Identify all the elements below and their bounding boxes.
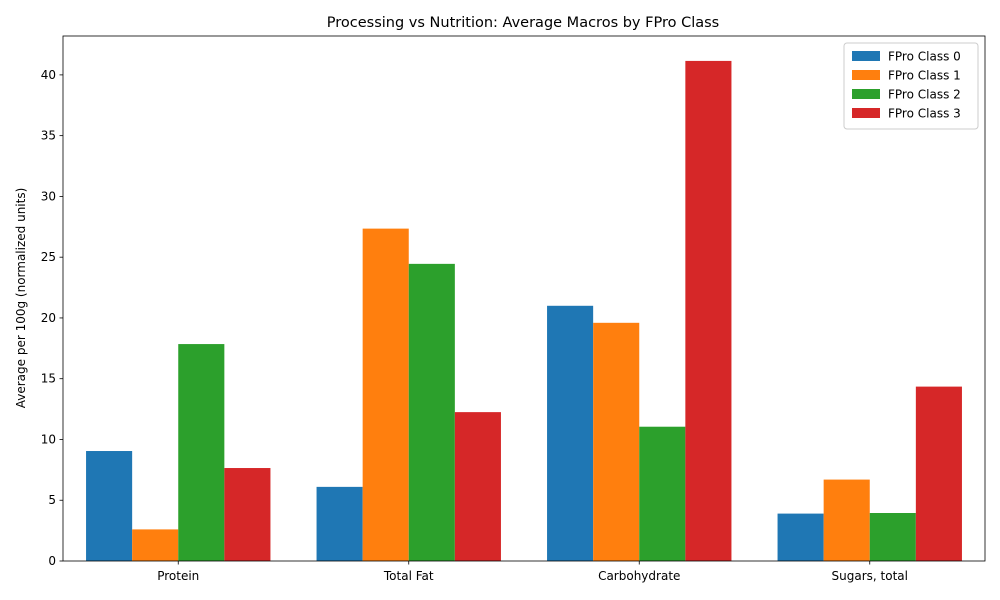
legend-label: FPro Class 0 [888,50,961,64]
legend-label: FPro Class 3 [888,107,961,121]
x-axis: Protein Total Fat Carbohydrate Sugars, tota… [157,561,908,583]
legend-swatch [852,70,880,80]
y-axis: 0 5 10 15 20 25 30 35 40 [41,68,63,568]
y-tick-label: 20 [41,311,56,325]
x-tick-label: Sugars, total [832,569,908,583]
bar-fpro-class-0-carbohydrate [547,305,594,561]
bar-fpro-class-2-protein [178,344,225,561]
bar-fpro-class-1-protein [132,529,179,561]
y-tick-label: 25 [41,250,56,264]
y-tick-label: 35 [41,129,56,143]
bar-fpro-class-3-carbohydrate [685,60,732,561]
bar-fpro-class-3-sugars-total [915,386,962,561]
chart-title: Processing vs Nutrition: Average Macros … [327,15,719,31]
x-tick-label: Total Fat [383,569,434,583]
bar-fpro-class-1-carbohydrate [593,322,640,561]
y-tick-label: 15 [41,372,56,386]
legend-swatch [852,89,880,99]
bar-fpro-class-1-sugars-total [823,479,870,561]
bar-fpro-class-0-protein [86,451,133,561]
legend-box [843,42,979,130]
legend-swatch [852,108,880,118]
bar-fpro-class-2-total-fat [408,263,455,561]
x-tick-label: Protein [157,569,199,583]
bar-fpro-class-2-carbohydrate [639,426,686,561]
plot-frame [62,35,986,562]
x-tick-label: Carbohydrate [598,569,680,583]
bar-fpro-class-3-protein [224,468,271,561]
y-tick-label: 10 [41,432,56,446]
y-tick-label: 5 [48,493,56,507]
y-tick-label: 0 [48,554,56,568]
bar-fpro-class-2-sugars-total [869,513,916,561]
y-tick-label: 40 [41,68,56,82]
legend-label: FPro Class 2 [888,88,961,102]
bar-fpro-class-0-sugars-total [777,513,824,561]
legend-swatch [852,51,880,61]
bar-fpro-class-3-total-fat [454,412,501,561]
legend: FPro Class 0 FPro Class 1 FPro Class 2 FPro… [843,42,979,130]
plot-area [62,35,986,562]
bar-fpro-class-0-total-fat [316,486,363,561]
bar-fpro-class-1-total-fat [362,228,409,561]
y-tick-label: 30 [41,189,56,203]
y-axis-title: Average per 100g (normalized units) [14,188,28,409]
legend-label: FPro Class 1 [888,69,961,83]
